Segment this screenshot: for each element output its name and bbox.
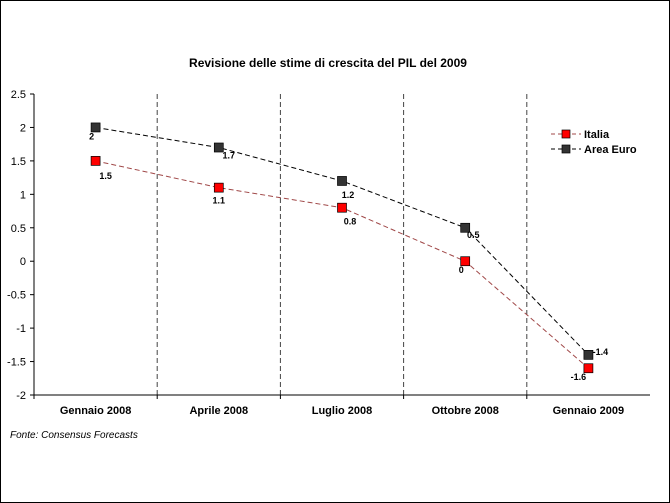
series-line bbox=[95, 126, 589, 356]
grid-lines bbox=[156, 94, 528, 395]
data-label: 1.7 bbox=[223, 151, 236, 161]
x-tick-label: Aprile 2008 bbox=[189, 405, 248, 417]
data-label: -1.4 bbox=[593, 347, 609, 357]
data-point-marker bbox=[337, 176, 347, 186]
x-tick-label: Luglio 2008 bbox=[312, 405, 373, 417]
data-label: 1.5 bbox=[99, 171, 112, 181]
data-label: 0.8 bbox=[344, 217, 357, 227]
y-tick-labels: 2.5 2 1.5 1 0.5 0 -0.5 -1 -1.5 -2 bbox=[7, 89, 34, 402]
data-label: 1.1 bbox=[213, 196, 226, 206]
data-label: -1.6 bbox=[571, 372, 587, 382]
data-point-marker bbox=[583, 363, 594, 374]
data-point-marker bbox=[213, 182, 224, 193]
chart-title: Revisione delle stime di crescita del PI… bbox=[189, 56, 467, 70]
legend-label: Area Euro bbox=[584, 144, 637, 156]
y-tick-label: 2 bbox=[20, 122, 26, 134]
x-tick-labels: Gennaio 2008 Aprile 2008 Luglio 2008 Ottobr… bbox=[33, 395, 625, 417]
data-point-marker bbox=[583, 350, 594, 360]
data-point-marker bbox=[90, 156, 101, 166]
series-group: 1.5 1.1 0.8 0 -1.6 2 1.7 1.2 0.5 -1.4 bbox=[89, 122, 609, 382]
x-tick-label: Gennaio 2008 bbox=[60, 405, 132, 417]
y-tick-label: -1.5 bbox=[7, 357, 26, 369]
legend-marker bbox=[561, 129, 571, 139]
y-tick-label: -2 bbox=[16, 390, 26, 402]
data-label: 2 bbox=[89, 131, 94, 141]
legend: Italia Area Euro bbox=[551, 129, 637, 156]
y-tick-label: 1 bbox=[20, 189, 26, 201]
y-tick-label: 0.5 bbox=[11, 223, 26, 235]
y-tick-label: 0 bbox=[20, 256, 26, 268]
x-tick-label: Gennaio 2009 bbox=[553, 405, 625, 417]
legend-label: Italia bbox=[584, 129, 610, 141]
data-point-marker bbox=[337, 202, 347, 213]
y-tick-label: -0.5 bbox=[7, 290, 26, 302]
legend-marker bbox=[561, 144, 571, 154]
data-point-marker bbox=[213, 142, 224, 153]
y-tick-label: 2.5 bbox=[11, 89, 26, 101]
source-note: Fonte: Consensus Forecasts bbox=[10, 430, 138, 441]
data-label: 0.5 bbox=[467, 230, 480, 240]
x-tick-label: Ottobre 2008 bbox=[432, 405, 499, 417]
data-point-marker bbox=[460, 222, 471, 233]
data-label: 1.2 bbox=[342, 190, 355, 200]
data-point-marker bbox=[90, 122, 101, 133]
y-tick-label: -1 bbox=[16, 323, 26, 335]
data-point-marker bbox=[460, 256, 471, 267]
data-label: 0 bbox=[459, 265, 464, 275]
y-tick-label: 1.5 bbox=[11, 156, 26, 168]
